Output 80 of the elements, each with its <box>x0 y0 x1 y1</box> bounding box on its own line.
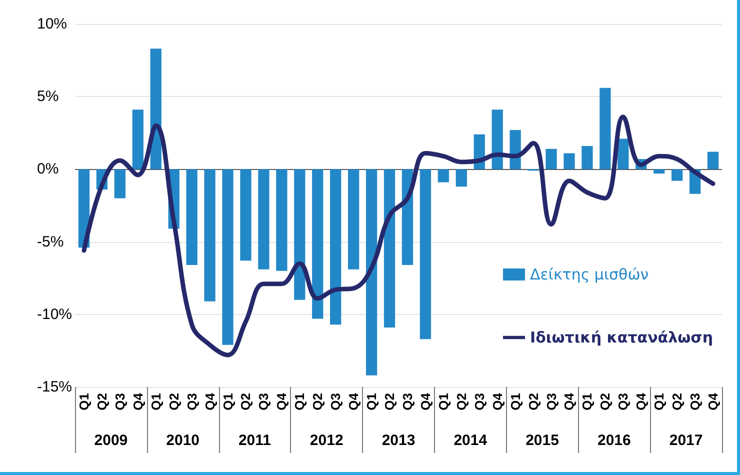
bar <box>276 169 288 271</box>
bar <box>312 169 324 319</box>
bar <box>420 169 432 340</box>
x-tick-label: Q1 <box>148 393 164 410</box>
x-tick-label: Q2 <box>238 393 254 410</box>
bar <box>348 169 360 270</box>
bar <box>707 152 719 170</box>
text: 2015 <box>526 432 559 449</box>
x-tick-label: Q2 <box>382 393 398 410</box>
y-tick-label: -10% <box>37 306 72 323</box>
x-tick-label: Q1 <box>508 393 523 410</box>
x-tick-label: Q4 <box>418 392 433 410</box>
x-tick-label: Q4 <box>130 392 146 410</box>
text: 2017 <box>669 432 703 449</box>
text: 2013 <box>382 432 416 449</box>
text: 2010 <box>166 432 200 449</box>
x-tick-label: Q1 <box>580 393 595 410</box>
bar <box>204 169 216 302</box>
y-tick-label: 5% <box>37 88 59 106</box>
x-tick-label: Q4 <box>490 392 505 410</box>
x-tick-label: Q4 <box>274 392 290 410</box>
text: 2014 <box>454 432 488 449</box>
text: 2009 <box>94 432 128 449</box>
x-tick-label: Q3 <box>328 393 344 410</box>
bar <box>654 169 665 174</box>
bar <box>672 169 683 181</box>
y-tick-label: -5% <box>37 233 64 250</box>
bar <box>240 169 252 261</box>
x-tick-label: Q2 <box>526 393 541 410</box>
x-tick-label: Q1 <box>364 393 380 410</box>
x-tick-label: Q1 <box>652 393 667 410</box>
bar <box>582 146 593 170</box>
x-tick-label: Q3 <box>472 393 487 410</box>
x-tick-label: Q2 <box>310 393 326 410</box>
x-tick-label: Q4 <box>634 392 649 410</box>
line-series <box>82 114 716 358</box>
y-tick-label: 10% <box>37 16 68 32</box>
bar <box>492 110 503 170</box>
x-tick-label: Q3 <box>256 393 272 410</box>
x-tick-label: Q2 <box>598 393 613 410</box>
bar <box>564 153 575 170</box>
legend-label: Ιδιωτική κατανάλωση <box>530 328 713 346</box>
x-tick-label: Q3 <box>112 393 128 410</box>
x-tick-label: Q2 <box>454 393 469 410</box>
x-tick-label: Q4 <box>562 392 577 410</box>
text: 2016 <box>597 432 631 449</box>
x-tick-label: Q4 <box>706 392 721 410</box>
y-tick-label: 0% <box>37 160 59 178</box>
x-tick-label: Q3 <box>616 393 631 410</box>
x-tick-label: Q3 <box>400 393 415 410</box>
bar <box>456 169 467 187</box>
x-tick-label: Q2 <box>670 393 685 410</box>
x-tick-label: Q1 <box>76 393 92 410</box>
x-tick-label: Q1 <box>220 393 236 410</box>
x-tick-label: Q3 <box>184 393 200 410</box>
bar <box>330 169 342 325</box>
y-tick-label: -15% <box>37 378 72 396</box>
x-tick-label: Q1 <box>436 393 451 410</box>
x-tick-label: Q2 <box>94 393 110 410</box>
legend-label: Δείκτης μισθών <box>530 266 649 284</box>
x-tick-label: Q2 <box>166 393 182 410</box>
bar <box>294 169 306 300</box>
bar <box>384 169 396 328</box>
bar <box>114 169 126 198</box>
bar <box>600 88 611 170</box>
x-tick-label: Q4 <box>346 392 362 410</box>
text: 2011 <box>238 432 271 449</box>
x-tick-label: Q3 <box>544 393 559 410</box>
x-tick-label: Q1 <box>292 393 308 410</box>
x-tick-label: Q3 <box>688 393 703 410</box>
bar <box>222 169 234 345</box>
x-tick-label: Q4 <box>202 392 218 410</box>
bar <box>438 169 449 182</box>
bar <box>618 138 629 170</box>
bar <box>186 169 198 266</box>
text: 2012 <box>310 432 344 449</box>
bar <box>546 148 557 170</box>
bar <box>258 169 270 270</box>
bar <box>366 169 378 376</box>
bar <box>132 110 144 170</box>
